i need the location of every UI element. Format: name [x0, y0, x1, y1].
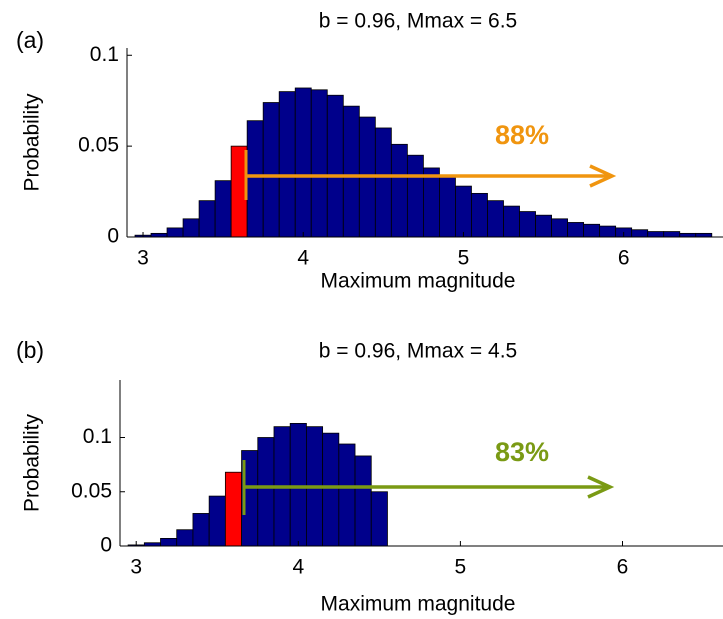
bar	[374, 127, 392, 238]
y-tick-label: 0	[100, 534, 112, 557]
bar	[182, 218, 200, 238]
bar	[176, 529, 194, 547]
y-tick-label: 0.1	[83, 425, 112, 448]
bar	[289, 422, 307, 547]
bar	[422, 167, 440, 238]
chart-title: b = 0.96, Mmax = 6.5	[319, 10, 517, 33]
bar	[679, 232, 697, 238]
bar	[535, 214, 552, 238]
bar	[695, 232, 713, 238]
bar	[166, 227, 184, 238]
bar	[262, 102, 280, 238]
annotation: 88%	[495, 120, 549, 150]
bar	[310, 89, 328, 238]
bar	[294, 87, 312, 238]
bar	[214, 180, 232, 238]
x-tick-label: 5	[455, 556, 467, 579]
bar	[487, 200, 504, 238]
bar	[471, 192, 488, 238]
bar	[354, 455, 372, 547]
bar	[631, 229, 649, 238]
bar	[406, 154, 424, 238]
bar	[455, 185, 472, 238]
x-tick-label: 4	[297, 247, 309, 270]
bar	[192, 513, 210, 547]
arrow-head	[589, 164, 617, 188]
bar	[246, 120, 264, 238]
bar	[224, 471, 242, 547]
bar	[278, 91, 296, 238]
chart-title: b = 0.96, Mmax = 4.5	[319, 340, 517, 363]
bar	[663, 231, 681, 238]
bar	[567, 222, 585, 238]
x-tick-label: 4	[292, 556, 304, 579]
bar	[338, 443, 356, 547]
y-tick-label: 0.1	[90, 43, 119, 66]
y-axis-label: Probability	[21, 93, 44, 192]
y-tick-label: 0.05	[71, 479, 112, 502]
x-tick-label: 3	[137, 247, 149, 270]
bar	[551, 218, 568, 238]
bar	[519, 211, 536, 238]
bar	[150, 232, 168, 238]
bar	[439, 176, 456, 238]
bar	[583, 223, 601, 238]
panel-label: (b)	[16, 337, 44, 363]
bar	[326, 94, 344, 238]
x-axis-label: Maximum magnitude	[321, 270, 516, 293]
bar	[390, 143, 408, 238]
bar	[503, 205, 520, 238]
x-tick-label: 3	[130, 556, 142, 579]
bar	[198, 200, 216, 238]
bar	[370, 491, 388, 547]
y-tick-label: 0.05	[78, 134, 119, 157]
bar	[647, 231, 665, 238]
x-axis-label: Maximum magnitude	[321, 593, 516, 616]
bar	[257, 437, 275, 547]
bar	[342, 105, 360, 238]
arrow-head	[587, 475, 615, 499]
x-tick-label: 5	[458, 247, 470, 270]
x-tick-label: 6	[617, 556, 629, 579]
panel-label: (a)	[16, 27, 44, 53]
y-tick-label: 0	[107, 225, 119, 248]
annotation: 83%	[495, 437, 549, 467]
bar	[599, 225, 617, 238]
bar	[160, 538, 178, 547]
bar	[208, 495, 226, 547]
y-axis-label: Probability	[21, 413, 44, 512]
bar	[322, 432, 340, 547]
x-tick-label: 6	[618, 247, 630, 270]
